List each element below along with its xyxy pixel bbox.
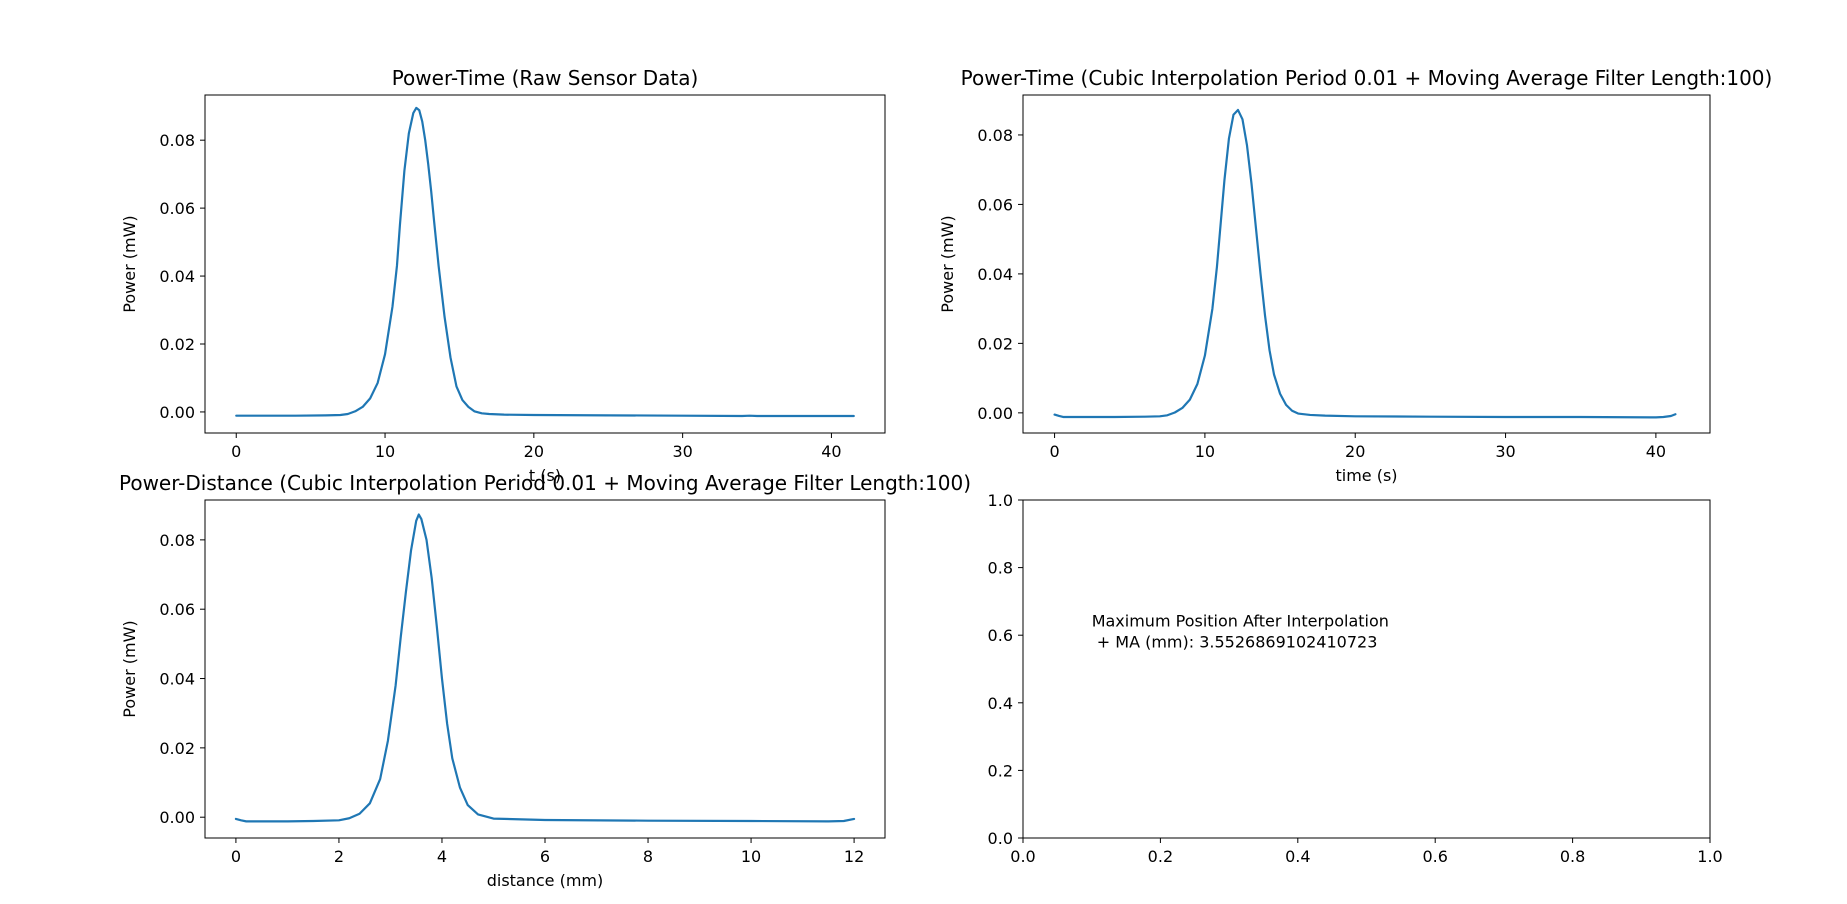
x-tick-label: 20 (524, 442, 544, 461)
chart-title: Power-Time (Cubic Interpolation Period 0… (961, 66, 1773, 90)
max-position-annotation: Maximum Position After Interpolation + M… (1092, 611, 1389, 651)
series-line (1053, 108, 1677, 419)
x-tick-label: 40 (1646, 442, 1666, 461)
y-axis-label: Power (mW) (938, 215, 957, 312)
subplot-2: 0 10 20 30 40 0.00 0.02 0.04 0.06 0.08 Power-Time … (938, 66, 1772, 485)
y-tick-label: 0.6 (988, 626, 1013, 645)
chart-title: Power-Distance (Cubic Interpolation Peri… (119, 471, 971, 495)
x-tick-label: 6 (540, 847, 550, 866)
y-tick-label: 0.2 (988, 761, 1013, 780)
y-tick-label: 0.06 (159, 199, 195, 218)
x-tick-label: 8 (643, 847, 653, 866)
y-tick-label: 0.08 (159, 531, 195, 550)
annotation-line: Maximum Position After Interpolation (1092, 611, 1389, 630)
x-tick-label: 0.6 (1422, 847, 1447, 866)
x-tick-label: 2 (334, 847, 344, 866)
chart-title: Power-Time (Raw Sensor Data) (392, 66, 699, 90)
x-tick-label: 30 (672, 442, 692, 461)
y-tick-label: 0.08 (977, 126, 1013, 145)
y-tick-label: 1.0 (988, 491, 1013, 510)
y-tick-label: 0.0 (988, 829, 1013, 848)
y-tick-label: 0.04 (159, 267, 195, 286)
y-tick-label: 0.00 (159, 403, 195, 422)
y-axis-label: Power (mW) (120, 215, 139, 312)
axes-frame (1022, 499, 1711, 839)
x-tick-label: 4 (437, 847, 447, 866)
y-tick-label: 0.06 (977, 195, 1013, 214)
annotation-line: + MA (mm): 3.5526869102410723 (1092, 632, 1378, 651)
y-tick-label: 0.02 (977, 334, 1013, 353)
y-tick-label: 0.08 (159, 131, 195, 150)
y-tick-label: 0.00 (159, 808, 195, 827)
x-tick-label: 10 (1195, 442, 1215, 461)
x-axis-label: t (s) (529, 466, 561, 485)
y-tick-label: 0.4 (988, 694, 1013, 713)
axes-frame (204, 94, 886, 434)
x-tick-label: 10 (741, 847, 761, 866)
series-line (234, 513, 856, 823)
x-tick-label: 0.4 (1285, 847, 1310, 866)
x-tick-label: 20 (1345, 442, 1365, 461)
x-axis-label: time (s) (1335, 466, 1397, 485)
subplot-4: 0.0 0.2 0.4 0.6 0.8 1.0 0.0 0.2 0.4 0.6 0.8 1.0 Maxi… (988, 491, 1723, 866)
y-tick-label: 0.06 (159, 600, 195, 619)
x-tick-label: 0.8 (1560, 847, 1585, 866)
y-tick-label: 0.04 (977, 265, 1013, 284)
x-tick-label: 0.2 (1148, 847, 1173, 866)
y-tick-label: 0.8 (988, 559, 1013, 578)
subplot-3: 0 2 4 6 8 10 12 0.00 0.02 0.04 0.06 0.08 Power-Dista… (119, 471, 971, 890)
x-axis-label: distance (mm) (487, 871, 604, 890)
y-tick-label: 0.02 (159, 739, 195, 758)
axes-frame (1022, 94, 1711, 434)
x-tick-label: 0 (231, 442, 241, 461)
y-axis-label: Power (mW) (120, 620, 139, 717)
y-tick-label: 0.02 (159, 335, 195, 354)
x-tick-label: 40 (821, 442, 841, 461)
y-tick-label: 0.04 (159, 670, 195, 689)
y-tick-label: 0.00 (977, 404, 1013, 423)
x-tick-label: 1.0 (1697, 847, 1722, 866)
x-tick-label: 0 (1049, 442, 1059, 461)
x-tick-label: 0 (231, 847, 241, 866)
x-tick-label: 12 (844, 847, 864, 866)
subplot-1: 0 10 20 30 40 0.00 0.02 0.04 0.06 0.08 Power-Time … (120, 66, 886, 485)
series-line (235, 106, 855, 418)
x-tick-label: 30 (1495, 442, 1515, 461)
x-tick-label: 0.0 (1010, 847, 1035, 866)
x-tick-label: 10 (375, 442, 395, 461)
